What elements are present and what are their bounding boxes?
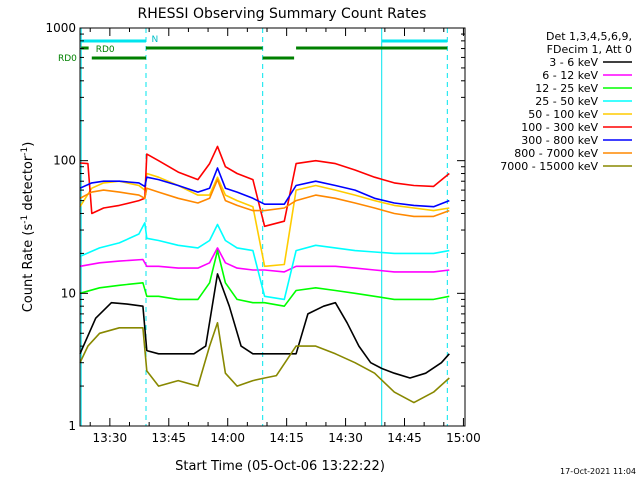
- series-line: [79, 145, 450, 228]
- y-axis-label: Count Rate (s-1 detector-1): [20, 142, 36, 313]
- y-axis-label-part1: Count Rate (s: [21, 224, 36, 313]
- series-line: [79, 167, 450, 208]
- series-line: [79, 247, 450, 273]
- x-tick-label: 15:00: [446, 431, 481, 445]
- footer-timestamp: 17-Oct-2021 11:04: [560, 467, 636, 476]
- y-tick-label: 1000: [45, 21, 76, 35]
- x-axis-label: Start Time (05-Oct-06 13:22:22): [175, 459, 385, 474]
- y-axis-label-sup1: -1: [20, 215, 30, 224]
- y-tick-label: 100: [53, 154, 76, 168]
- y-tick-label: 1: [68, 419, 76, 433]
- y-axis-label-part3: ): [21, 142, 36, 147]
- rd0-label: RD0: [96, 45, 115, 55]
- legend-label: 3 - 6 keV: [549, 56, 598, 69]
- night-label: N: [152, 35, 159, 45]
- series-line: [79, 178, 450, 218]
- legend-label: 800 - 7000 keV: [514, 147, 598, 160]
- x-tick-label: 14:00: [210, 431, 245, 445]
- plot-frame: [79, 27, 466, 427]
- x-tick-label: 14:45: [387, 431, 422, 445]
- x-tick-label: 13:45: [151, 431, 186, 445]
- legend-header-1: Det 1,3,4,5,6,9,: [546, 30, 632, 43]
- legend-header-2: FDecim 1, Att 0: [547, 43, 632, 56]
- series-line: [79, 249, 450, 308]
- y-axis-label-part2: detector: [21, 155, 36, 215]
- series-line: [79, 222, 450, 301]
- y-tick-label: 10: [61, 286, 76, 300]
- legend: Det 1,3,4,5,6,9, FDecim 1, Att 0 3 - 6 k…: [500, 30, 632, 173]
- legend-label: 12 - 25 keV: [535, 82, 598, 95]
- legend-label: 6 - 12 keV: [542, 69, 598, 82]
- series-line: [79, 321, 450, 404]
- legend-label: 25 - 50 keV: [535, 95, 598, 108]
- y-axis-label-sup2: -1: [20, 147, 30, 156]
- series-line: [79, 273, 450, 379]
- legend-label: 100 - 300 keV: [521, 121, 598, 134]
- x-tick-label: 13:30: [93, 431, 128, 445]
- x-tick-label: 14:30: [328, 431, 363, 445]
- rd0-label: RD0: [58, 54, 77, 64]
- legend-label: 7000 - 15000 keV: [500, 160, 598, 173]
- x-tick-label: 14:15: [269, 431, 304, 445]
- legend-label: 50 - 100 keV: [528, 108, 598, 121]
- legend-label: 300 - 800 keV: [521, 134, 598, 147]
- chart-title: RHESSI Observing Summary Count Rates: [138, 6, 427, 22]
- series-line: [79, 172, 450, 268]
